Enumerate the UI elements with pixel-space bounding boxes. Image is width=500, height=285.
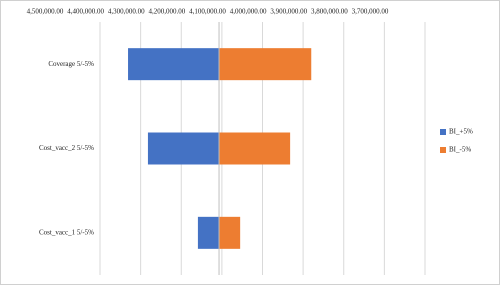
bar [197,216,220,249]
bar [128,48,220,81]
y-tick-label: Cost_vacc_2 5/-5% [39,144,94,152]
y-tick-label: Cost_vacc_1 5/-5% [39,228,94,236]
legend-label: BI_-5% [449,146,471,154]
x-tick-label: 4,000,000.00 [230,8,267,16]
x-tick-label: 3,800,000.00 [311,8,348,16]
x-tick-label: 4,200,000.00 [149,8,186,16]
x-tick-label: 3,900,000.00 [270,8,307,16]
x-tick-label: 4,100,000.00 [189,8,226,16]
x-tick-label: 3,700,000.00 [352,8,389,16]
x-tick-label: 4,500,000.00 [27,8,64,16]
bar [219,216,241,249]
legend-label: BI_+5% [449,128,473,136]
bar [147,132,220,165]
bar [219,132,291,165]
legend-swatch [440,147,446,153]
x-tick-label: 4,300,000.00 [108,8,145,16]
y-tick-label: Coverage 5/-5% [48,60,94,68]
x-tick-label: 4,400,000.00 [67,8,104,16]
legend-swatch [440,129,446,135]
bar [219,48,312,81]
